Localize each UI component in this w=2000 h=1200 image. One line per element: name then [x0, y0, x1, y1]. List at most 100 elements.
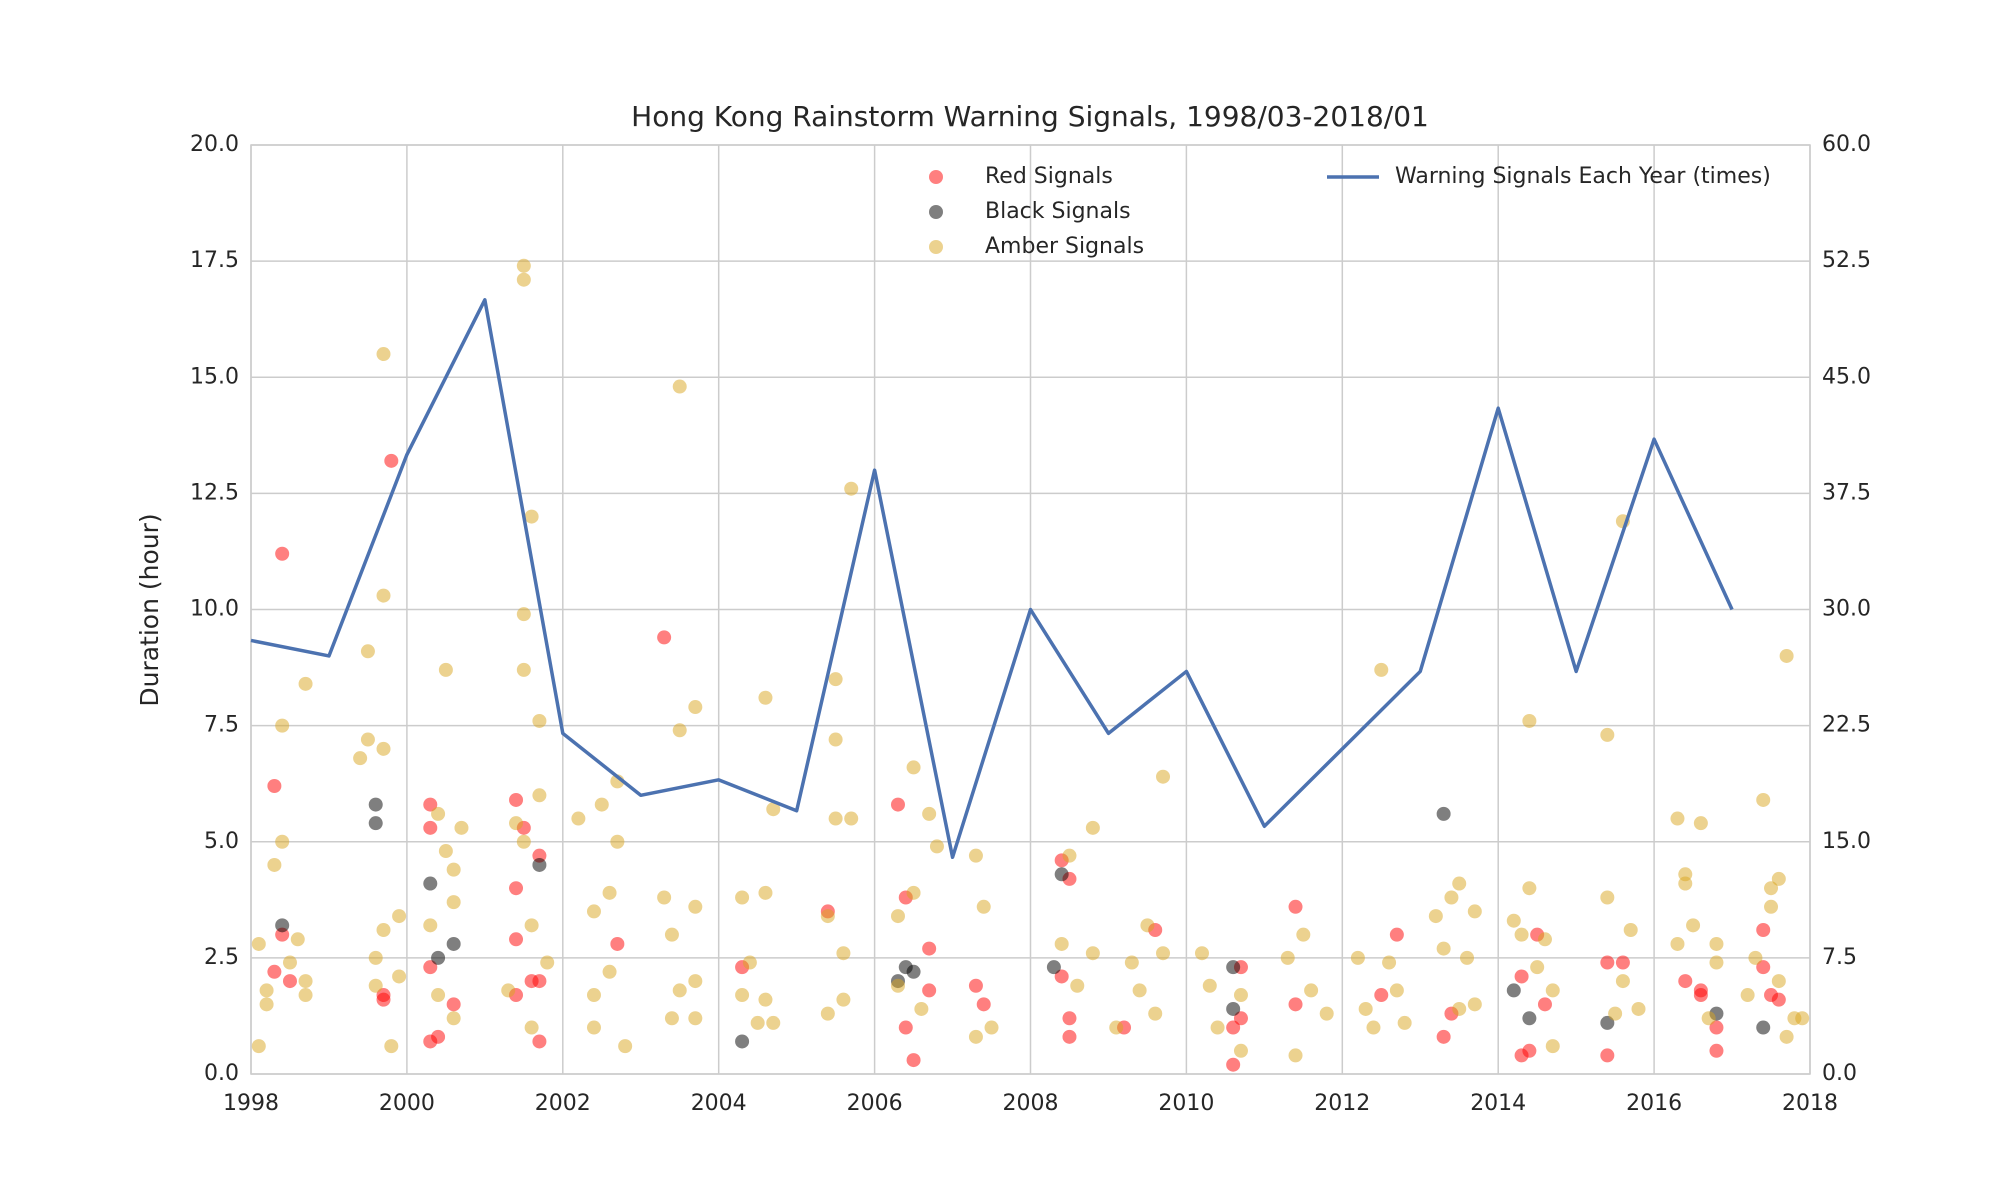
scatter-point — [1288, 997, 1303, 1012]
scatter-point — [1226, 1001, 1241, 1016]
scatter-point — [275, 718, 290, 733]
scatter-point — [509, 792, 524, 807]
scatter-point — [1608, 1006, 1623, 1021]
scatter-point — [376, 923, 391, 938]
x-tick-label: 2002 — [535, 1091, 591, 1116]
scatter-point — [1226, 960, 1241, 975]
scatter-point — [368, 978, 383, 993]
scatter-point — [1046, 960, 1061, 975]
scatter-point — [688, 899, 703, 914]
x-tick-label: 1998 — [223, 1091, 279, 1116]
scatter-point — [376, 741, 391, 756]
scatter-point — [1709, 1043, 1724, 1058]
scatter-point — [735, 988, 750, 1003]
scatter-point — [1124, 955, 1139, 970]
scatter-point — [1452, 1001, 1467, 1016]
scatter-point — [423, 820, 438, 835]
scatter-point — [275, 546, 290, 561]
scatter-point — [1397, 1015, 1412, 1030]
scatter-point — [836, 992, 851, 1007]
scatter-point — [524, 1020, 539, 1035]
scatter-point — [446, 862, 461, 877]
scatter-point — [532, 974, 547, 989]
scatter-point — [1623, 923, 1638, 938]
scatter-point — [1319, 1006, 1334, 1021]
scatter-point — [1296, 927, 1311, 942]
scatter-point — [516, 662, 531, 677]
scatter-point — [1670, 811, 1685, 826]
scatter-point — [275, 834, 290, 849]
scatter-point — [844, 811, 859, 826]
scatter-point — [1600, 1048, 1615, 1063]
scatter-point — [1537, 997, 1552, 1012]
scatter-point — [672, 723, 687, 738]
scatter-point — [1709, 936, 1724, 951]
chart-title: Hong Kong Rainstorm Warning Signals, 199… — [631, 100, 1429, 133]
scatter-point — [423, 960, 438, 975]
scatter-point — [501, 983, 516, 998]
scatter-point — [1085, 946, 1100, 961]
scatter-point — [509, 932, 524, 947]
scatter-point — [1210, 1020, 1225, 1035]
scatter-point — [758, 690, 773, 705]
y-tick-label: 12.5 — [190, 480, 239, 505]
scatter-point — [1460, 950, 1475, 965]
y-tick-label: 7.5 — [204, 713, 239, 738]
scatter-point — [376, 588, 391, 603]
scatter-point — [1686, 918, 1701, 933]
scatter-point — [1701, 1011, 1716, 1026]
y-tick-label: 2.5 — [204, 945, 239, 970]
scatter-point — [586, 1020, 601, 1035]
scatter-point — [820, 909, 835, 924]
scatter-point — [672, 379, 687, 394]
legend-label: Warning Signals Each Year (times) — [1395, 164, 1771, 189]
scatter-point — [376, 992, 391, 1007]
scatter-point — [602, 885, 617, 900]
scatter-point — [1522, 713, 1537, 728]
scatter-point — [890, 909, 905, 924]
x-tick-label: 2008 — [1003, 1091, 1059, 1116]
scatter-point — [431, 950, 446, 965]
scatter-point — [1202, 978, 1217, 993]
y2-tick-label: 22.5 — [1822, 713, 1871, 738]
scatter-point — [360, 644, 375, 659]
scatter-point — [922, 806, 937, 821]
scatter-point — [392, 969, 407, 984]
scatter-point — [1062, 848, 1077, 863]
scatter-point — [353, 751, 368, 766]
x-tick-label: 2006 — [847, 1091, 903, 1116]
scatter-point — [1522, 1011, 1537, 1026]
scatter-point — [259, 997, 274, 1012]
legend-swatch — [929, 170, 943, 184]
scatter-point — [1156, 769, 1171, 784]
scatter-point — [1070, 978, 1085, 993]
scatter-point — [1389, 983, 1404, 998]
scatter-point — [1545, 1039, 1560, 1054]
scatter-point — [602, 964, 617, 979]
scatter-point — [976, 997, 991, 1012]
scatter-point — [1764, 881, 1779, 896]
line-series — [250, 298, 1734, 859]
scatter-point — [1194, 946, 1209, 961]
scatter-point — [828, 811, 843, 826]
scatter-point — [906, 1053, 921, 1068]
scatter-point — [1148, 1006, 1163, 1021]
scatter-point — [618, 1039, 633, 1054]
scatter-point — [742, 955, 757, 970]
y2-tick-label: 30.0 — [1822, 597, 1871, 622]
scatter-point — [922, 941, 937, 956]
scatter-point — [516, 834, 531, 849]
scatter-point — [368, 816, 383, 831]
y-tick-label: 15.0 — [190, 364, 239, 389]
scatter-point — [1226, 1020, 1241, 1035]
scatter-point — [446, 1011, 461, 1026]
scatter-point — [1756, 1020, 1771, 1035]
legend-label: Amber Signals — [985, 234, 1144, 259]
scatter-point — [766, 802, 781, 817]
scatter-point — [251, 936, 266, 951]
x-tick-label: 2010 — [1158, 1091, 1214, 1116]
scatter-point — [594, 797, 609, 812]
scatter-point — [1600, 890, 1615, 905]
scatter-point — [1600, 955, 1615, 970]
